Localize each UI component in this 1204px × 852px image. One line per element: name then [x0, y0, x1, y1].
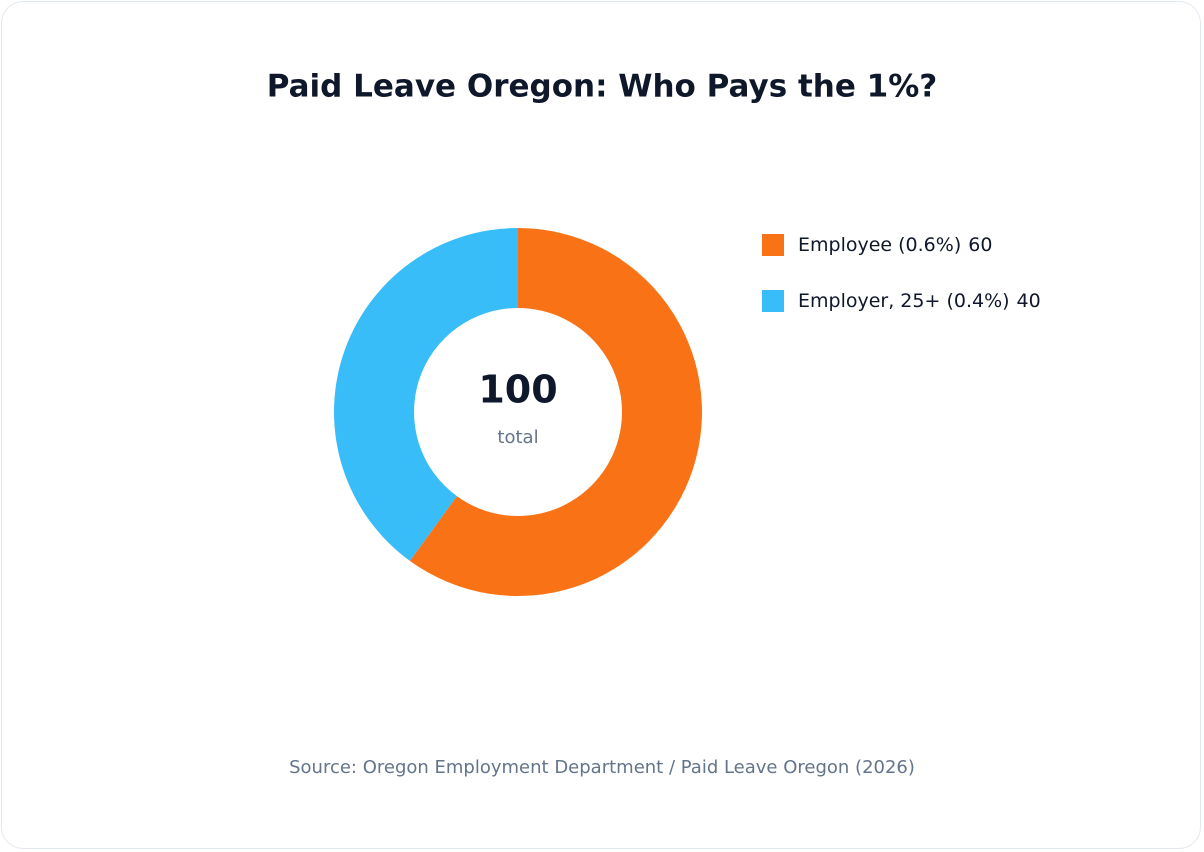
donut-slice: [409, 228, 702, 597]
legend-label: Employer, 25+ (0.4%) 40: [798, 290, 1041, 312]
source: Source: Oregon Employment Department / P…: [289, 757, 915, 778]
legend-value: 40: [1017, 290, 1041, 312]
center-label: total: [497, 427, 538, 448]
legend-value: 60: [968, 234, 992, 256]
center-value: 100: [478, 368, 557, 412]
chart-title: Paid Leave Oregon: Who Pays the 1%?: [267, 69, 938, 105]
legend-name: Employee (0.6%): [798, 234, 961, 256]
legend-swatch: [762, 290, 784, 312]
legend-name: Employer, 25+ (0.4%): [798, 290, 1010, 312]
donut-slice: [333, 228, 518, 561]
legend-label: Employee (0.6%) 60: [798, 234, 992, 256]
legend-swatch: [762, 234, 784, 256]
